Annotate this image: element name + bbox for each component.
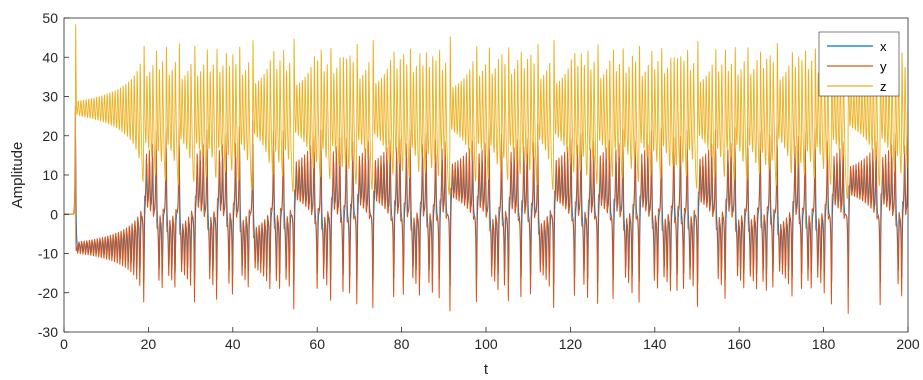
- x-tick-label: 40: [225, 336, 241, 352]
- y-tick-label: -30: [38, 324, 58, 340]
- legend: x y z: [818, 31, 900, 97]
- y-tick-label: 20: [42, 128, 58, 144]
- x-axis-label: t: [484, 361, 489, 378]
- series-z-line: [64, 24, 908, 215]
- x-tick-label: 160: [728, 336, 752, 352]
- x-tick-label: 20: [141, 336, 157, 352]
- x-tick-label: 140: [643, 336, 667, 352]
- y-axis-label: Amplitude: [9, 142, 26, 209]
- x-tick-label: 60: [309, 336, 325, 352]
- x-tick-label: 120: [559, 336, 583, 352]
- legend-box: [818, 31, 900, 97]
- legend-label-x: x: [880, 39, 887, 54]
- y-tick-label: -10: [38, 246, 58, 262]
- ticks-layer: 0 20 40 60 80 100 120 140 160 180 200 -30 -20 -10 0 10 2…: [38, 10, 920, 352]
- series-layer: [64, 24, 908, 314]
- series-y-line: [64, 105, 908, 314]
- x-tick-label: 180: [812, 336, 836, 352]
- y-tick-label: 0: [50, 206, 58, 222]
- y-tick-label: 40: [42, 49, 58, 65]
- x-tick-label: 80: [394, 336, 410, 352]
- y-tick-label: 10: [42, 167, 58, 183]
- y-tick-label: 50: [42, 10, 58, 26]
- legend-label-z: z: [880, 79, 887, 94]
- y-tick-label: -20: [38, 285, 58, 301]
- y-tick-label: 30: [42, 89, 58, 105]
- x-tick-label: 100: [474, 336, 498, 352]
- legend-label-y: y: [880, 59, 887, 74]
- x-tick-label: 200: [896, 336, 920, 352]
- x-tick-label: 0: [60, 336, 68, 352]
